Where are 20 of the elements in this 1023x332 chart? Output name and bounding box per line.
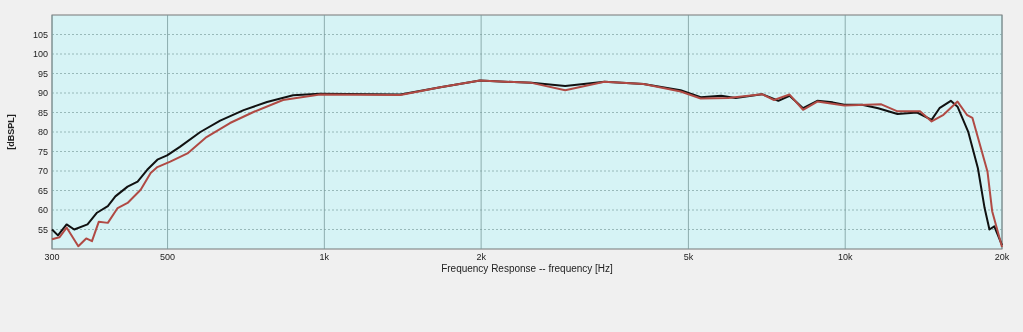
y-tick-label: 70 (37, 166, 48, 177)
y-tick-label: 60 (37, 205, 48, 216)
y-axis-title: [dBSPL] (6, 114, 16, 150)
y-tick-label: 100 (32, 49, 48, 60)
x-tick-label: 300 (44, 252, 60, 262)
x-tick-label: 20k (994, 252, 1010, 262)
y-tick-label: 105 (32, 29, 48, 40)
x-tick-label: 10k (837, 252, 853, 262)
y-tick-label: 75 (37, 146, 48, 157)
x-tick-label: 500 (160, 252, 176, 262)
x-axis-title: Frequency Response -- frequency [Hz] (441, 263, 614, 274)
x-tick-label: 1k (319, 252, 330, 262)
y-tick-label: 90 (37, 88, 48, 99)
x-tick-label: 5k (683, 252, 694, 262)
y-tick-label: 55 (37, 224, 48, 235)
y-tick-label: 80 (37, 127, 48, 138)
y-tick-label: 95 (37, 68, 48, 79)
x-tick-label: 2k (476, 252, 487, 262)
y-tick-label: 85 (37, 107, 48, 118)
y-tick-label: 65 (37, 185, 48, 196)
